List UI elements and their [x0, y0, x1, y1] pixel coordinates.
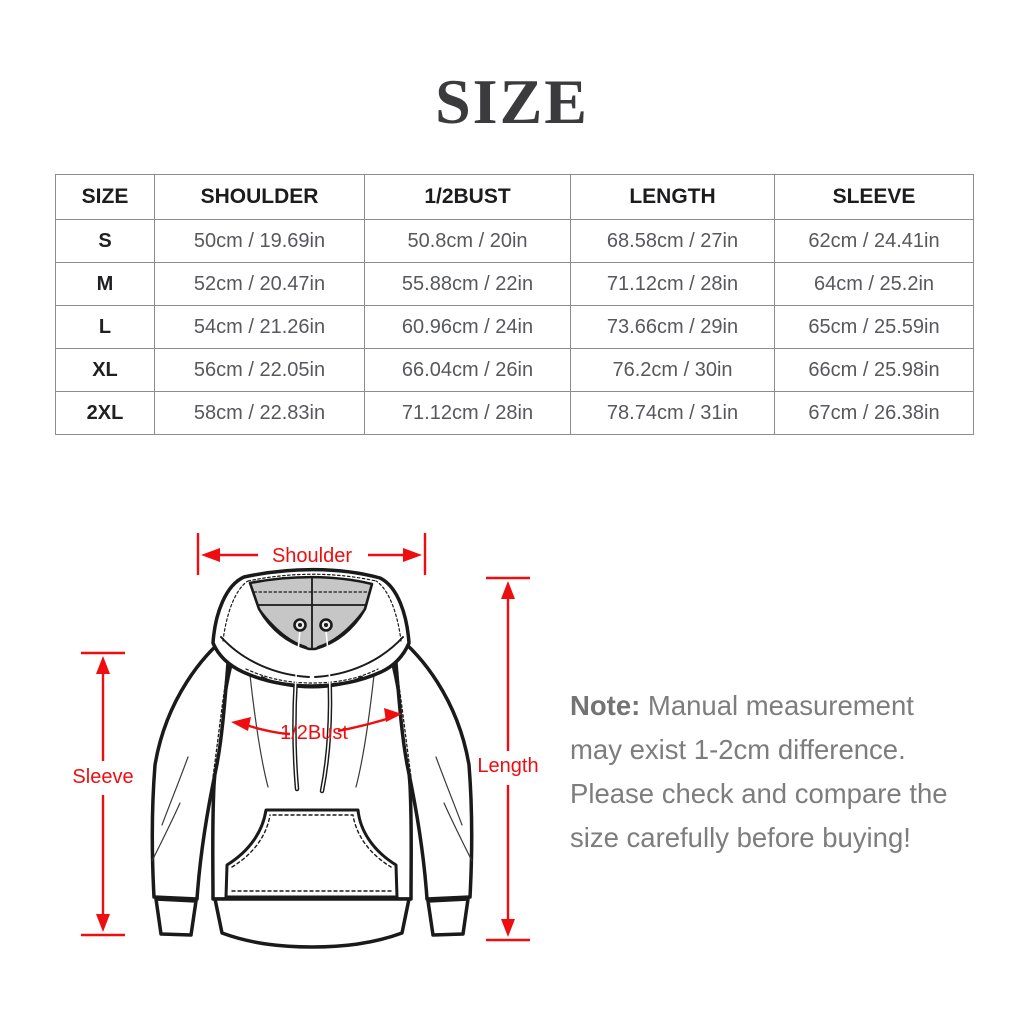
size-label: S — [55, 219, 155, 263]
size-chart-table: SIZE SHOULDER 1/2BUST LENGTH SLEEVE S 50… — [55, 174, 974, 435]
sleeve-arrow: Sleeve — [72, 651, 134, 937]
right-eyelet-hole — [324, 623, 328, 627]
cell-length: 68.58cm / 27in — [570, 219, 775, 263]
cell-sleeve: 64cm / 25.2in — [774, 262, 974, 306]
cell-shoulder: 54cm / 21.26in — [154, 305, 365, 349]
table-row: M 52cm / 20.47in 55.88cm / 22in 71.12cm … — [55, 262, 974, 306]
column-header-shoulder: SHOULDER — [154, 174, 365, 220]
column-header-length: LENGTH — [570, 174, 775, 220]
cell-length: 73.66cm / 29in — [570, 305, 775, 349]
length-label: Length — [477, 755, 538, 777]
cell-sleeve: 66cm / 25.98in — [774, 348, 974, 392]
shoulder-arrow: Shoulder — [196, 533, 427, 575]
cell-length: 78.74cm / 31in — [570, 391, 775, 435]
cell-length: 71.12cm / 28in — [570, 262, 775, 306]
seam-lines — [212, 664, 412, 778]
hoodie-illustration — [150, 567, 474, 949]
table-row: 2XL 58cm / 22.83in 71.12cm / 28in 78.74c… — [55, 391, 974, 435]
cell-bust: 55.88cm / 22in — [364, 262, 571, 306]
cell-length: 76.2cm / 30in — [570, 348, 775, 392]
cell-shoulder: 50cm / 19.69in — [154, 219, 365, 263]
crease-lines — [151, 674, 473, 862]
note-text: Manual measurement may exist 1-2cm diffe… — [570, 690, 948, 853]
cell-shoulder: 56cm / 22.05in — [154, 348, 365, 392]
collar-fold-lines — [220, 608, 404, 689]
cell-bust: 66.04cm / 26in — [364, 348, 571, 392]
size-label: XL — [55, 348, 155, 392]
cell-shoulder: 52cm / 20.47in — [154, 262, 365, 306]
hood-lining — [248, 575, 374, 651]
table-row: XL 56cm / 22.05in 66.04cm / 26in 76.2cm … — [55, 348, 974, 392]
cell-bust: 71.12cm / 28in — [364, 391, 571, 435]
hoodie-measurement-diagram: Shoulder 1/2Bust Length Sleeve — [72, 533, 539, 949]
sleeve-label: Sleeve — [72, 766, 133, 788]
column-header-sleeve: SLEEVE — [774, 174, 974, 220]
hood-lining-grid — [258, 576, 366, 649]
drawstring-highlight — [293, 630, 331, 792]
bust-arrow: 1/2Bust — [231, 708, 402, 744]
length-arrow: Length — [477, 576, 539, 942]
measurement-note: Note: Manual measurement may exist 1-2cm… — [570, 684, 968, 860]
left-cuff — [154, 897, 198, 937]
column-header-bust: 1/2BUST — [364, 174, 571, 220]
hem-band — [213, 897, 411, 949]
table-row: L 54cm / 21.26in 60.96cm / 24in 73.66cm … — [55, 305, 974, 349]
table-row: S 50cm / 19.69in 50.8cm / 20in 68.58cm /… — [55, 219, 974, 263]
size-label: M — [55, 262, 155, 306]
right-cuff — [426, 897, 470, 937]
pocket-stitching — [231, 814, 393, 892]
cell-sleeve: 67cm / 26.38in — [774, 391, 974, 435]
shoulder-label: Shoulder — [272, 545, 352, 567]
left-eyelet-hole — [298, 623, 302, 627]
size-label: L — [55, 305, 155, 349]
note-label: Note: — [570, 690, 641, 721]
size-label: 2XL — [55, 391, 155, 435]
cell-bust: 50.8cm / 20in — [364, 219, 571, 263]
cell-shoulder: 58cm / 22.83in — [154, 391, 365, 435]
header-row: SIZE SHOULDER 1/2BUST LENGTH SLEEVE — [55, 174, 974, 220]
kangaroo-pocket — [224, 808, 399, 899]
cell-sleeve: 62cm / 24.41in — [774, 219, 974, 263]
column-header-size: SIZE — [55, 174, 155, 220]
bust-label: 1/2Bust — [280, 722, 348, 744]
page-title: SIZE — [435, 66, 589, 137]
collar-stitching — [222, 573, 402, 684]
cell-sleeve: 65cm / 25.59in — [774, 305, 974, 349]
cell-bust: 60.96cm / 24in — [364, 305, 571, 349]
